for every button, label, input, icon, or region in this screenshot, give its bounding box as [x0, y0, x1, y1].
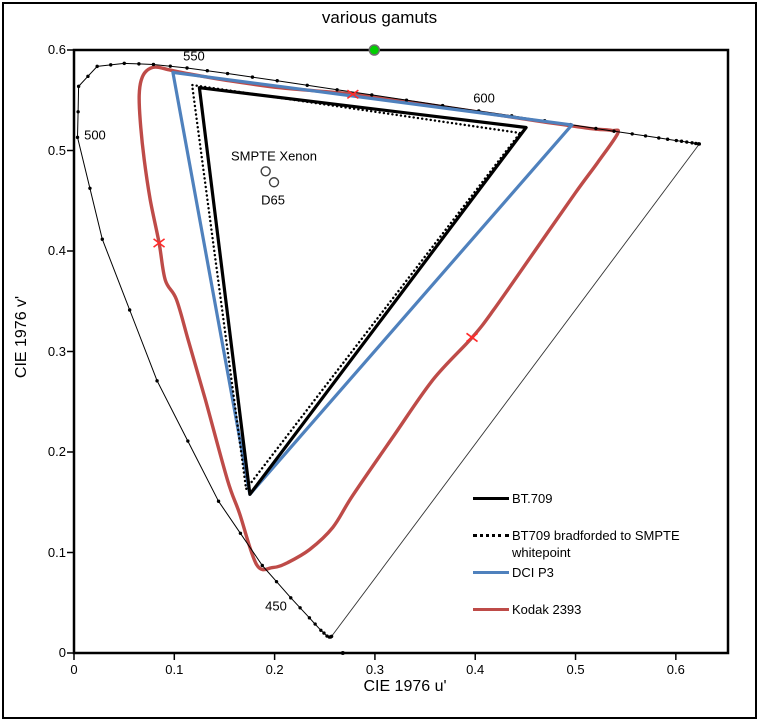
series-spectral-locus-point [155, 379, 159, 383]
series-spectral-locus-point [322, 631, 326, 635]
legend-item-1: BT.709 [473, 490, 552, 507]
y-tick-label: 0.3 [47, 343, 66, 359]
series-spectral-locus-point [697, 142, 702, 146]
legend-swatch [473, 497, 509, 500]
wavelength-600: 600 [473, 90, 495, 106]
series-spectral-locus-point [370, 93, 374, 97]
series-spectral-locus-point [289, 596, 293, 600]
series-spectral-locus-point [319, 628, 323, 632]
plot-frame [72, 48, 730, 655]
chart-title: various gamuts [321, 8, 438, 27]
series-spectral-locus-point [250, 75, 255, 79]
series-spectral-locus-point [185, 66, 189, 70]
legend-item-3: DCI P3 [473, 564, 554, 581]
wavelength-450: 450 [265, 598, 287, 614]
x-tick-label: 0.2 [265, 662, 284, 677]
series-dci-p3 [171, 70, 574, 496]
series-spectral-locus-point [679, 139, 684, 143]
series-spectral-locus-point [216, 499, 221, 503]
series-spectral-locus-point [137, 62, 141, 66]
x-tick-label: 0.4 [466, 662, 485, 677]
series-spectral-locus-point [665, 137, 670, 141]
series-spectral-locus-point [674, 138, 679, 143]
wavelength-500: 500 [84, 127, 106, 143]
series-spectral-locus-point [307, 616, 312, 620]
y-tick-label: 0.6 [47, 42, 66, 57]
series-spectral-locus-point [122, 61, 126, 66]
series-spectral-locus-point [151, 62, 156, 67]
series-spectral-locus-point [630, 132, 634, 136]
series-spectral-locus-point [109, 63, 113, 67]
x-marker-top [346, 89, 359, 99]
legend-label: Kodak 2393 [512, 602, 582, 617]
series-spectral-locus-point [685, 140, 689, 144]
series-spectral-locus-point [100, 237, 104, 241]
series-spectral-locus-point [75, 135, 80, 140]
series-spectral-locus-point [205, 69, 210, 73]
series-spectral-locus-point [612, 129, 616, 133]
series-spectral-locus-point [298, 606, 302, 610]
x-tick-label: 0.5 [566, 662, 585, 677]
legend-swatch [473, 571, 509, 574]
series-spectral-locus-point [88, 186, 92, 190]
legend-label: BT.709 [512, 491, 553, 506]
legend-label: BT709 bradforded to SMPTE whitepoint [512, 528, 680, 560]
series-spectral-locus-point [690, 141, 694, 145]
series-spectral-locus-point [186, 439, 190, 443]
whitepoint-smpte-xenon [260, 166, 271, 177]
whitepoint-label-smpte: SMPTE Xenon [231, 148, 317, 164]
series-spectral-locus-point [657, 136, 661, 140]
y-tick-label: 0.2 [47, 444, 66, 459]
series-spectral-locus-point [95, 64, 99, 69]
legend-item-4: Kodak 2393 [473, 601, 581, 618]
series-spectral-locus-point [313, 622, 317, 626]
series-spectral-locus-point [76, 84, 81, 89]
wavelength-550: 550 [183, 48, 205, 64]
series-spectral-locus-point [274, 579, 279, 584]
series-spectral-locus-point [225, 71, 230, 76]
y-tick-label: 0 [58, 645, 66, 660]
y-tick-label: 0.4 [47, 243, 66, 258]
x-tick-label: 0.3 [365, 662, 384, 677]
series-spectral-locus-point [76, 110, 80, 114]
whitepoint-label-d65: D65 [261, 192, 285, 208]
y-tick-label: 0.5 [47, 142, 66, 158]
x-marker-right [466, 332, 478, 343]
x-tick-label: 0.6 [666, 662, 685, 677]
series-spectral-locus-point [275, 79, 279, 83]
series-purple-boundary [331, 143, 700, 637]
series-spectral-locus-point [643, 134, 648, 138]
x-tick-label: 0.1 [165, 662, 184, 677]
whitepoint-d65 [268, 177, 280, 188]
x-axis-label: CIE 1976 u' [363, 678, 447, 695]
series-spectral-locus-point [86, 74, 90, 79]
series-bt709-bradford [190, 83, 522, 491]
series-kodak-2393 [137, 65, 621, 572]
x-tick-label: 0 [70, 662, 78, 677]
series-spectral-locus-point [127, 308, 132, 312]
legend-swatch [473, 534, 509, 537]
y-tick-label: 0.1 [47, 544, 66, 560]
series-spectral-locus-point [238, 531, 243, 536]
series-spectral-locus-point [404, 98, 409, 102]
legend-label: DCI P3 [512, 565, 554, 580]
x-marker-left [153, 238, 166, 248]
series-spectral-locus-point [594, 126, 598, 131]
series-spectral-locus-point [325, 634, 329, 638]
legend-swatch [473, 608, 509, 611]
series-spectral-locus-point [168, 64, 172, 68]
baseline-dot [340, 651, 345, 655]
green-dot [368, 44, 381, 56]
legend-item-2: BT709 bradforded to SMPTE whitepoint [473, 527, 710, 561]
series-spectral-locus-point [335, 88, 339, 92]
series-bt709 [197, 86, 528, 496]
y-axis-label: CIE 1976 v' [13, 295, 30, 379]
series-spectral-locus-point [260, 563, 264, 568]
series-spectral-locus-point [305, 83, 309, 87]
series-spectral-locus-point [694, 141, 698, 146]
